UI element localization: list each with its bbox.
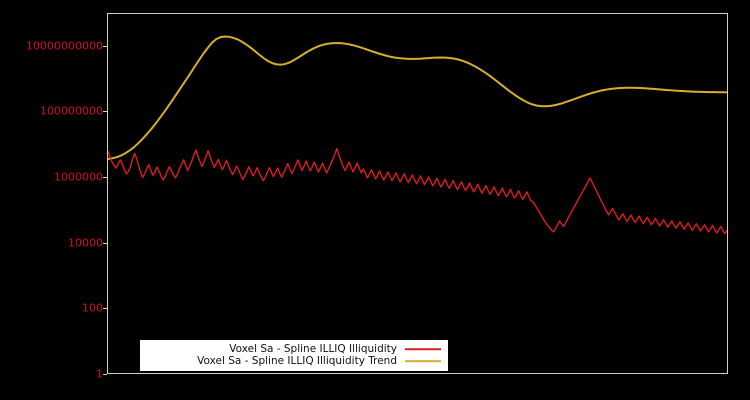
y-tick-mark (103, 308, 107, 310)
legend-item[interactable]: Voxel Sa - Spline ILLIQ Illiquidity Tren… (147, 355, 441, 367)
legend-swatch-line-icon (405, 344, 441, 354)
y-tick-label: 10000 (68, 236, 103, 250)
chart-canvas (108, 14, 727, 373)
legend-swatch-line-icon (405, 356, 441, 366)
legend-label: Voxel Sa - Spline ILLIQ Illiquidity (229, 343, 397, 355)
y-tick-mark (103, 111, 107, 113)
y-tick-mark (103, 374, 107, 375)
plot-area (107, 13, 728, 374)
y-tick-label: 100 (82, 301, 103, 315)
series-line-illiquidity (108, 149, 727, 234)
legend-label: Voxel Sa - Spline ILLIQ Illiquidity Tren… (197, 355, 397, 367)
y-tick-mark (103, 242, 107, 244)
y-tick-mark (103, 177, 107, 179)
legend: Voxel Sa - Spline ILLIQ Illiquidity Voxe… (140, 340, 448, 371)
legend-item[interactable]: Voxel Sa - Spline ILLIQ Illiquidity (147, 343, 441, 355)
y-tick-label: 100000000 (40, 104, 103, 118)
series-line-trend (108, 36, 727, 159)
y-tick-label: 1000000 (54, 170, 103, 184)
y-tick-mark (103, 45, 107, 47)
y-tick-label: 10000000000 (26, 39, 103, 53)
y-axis: 10000000000 100000000 1000000 10000 100 1 (0, 0, 107, 400)
y-tick-label: 1 (96, 367, 103, 381)
